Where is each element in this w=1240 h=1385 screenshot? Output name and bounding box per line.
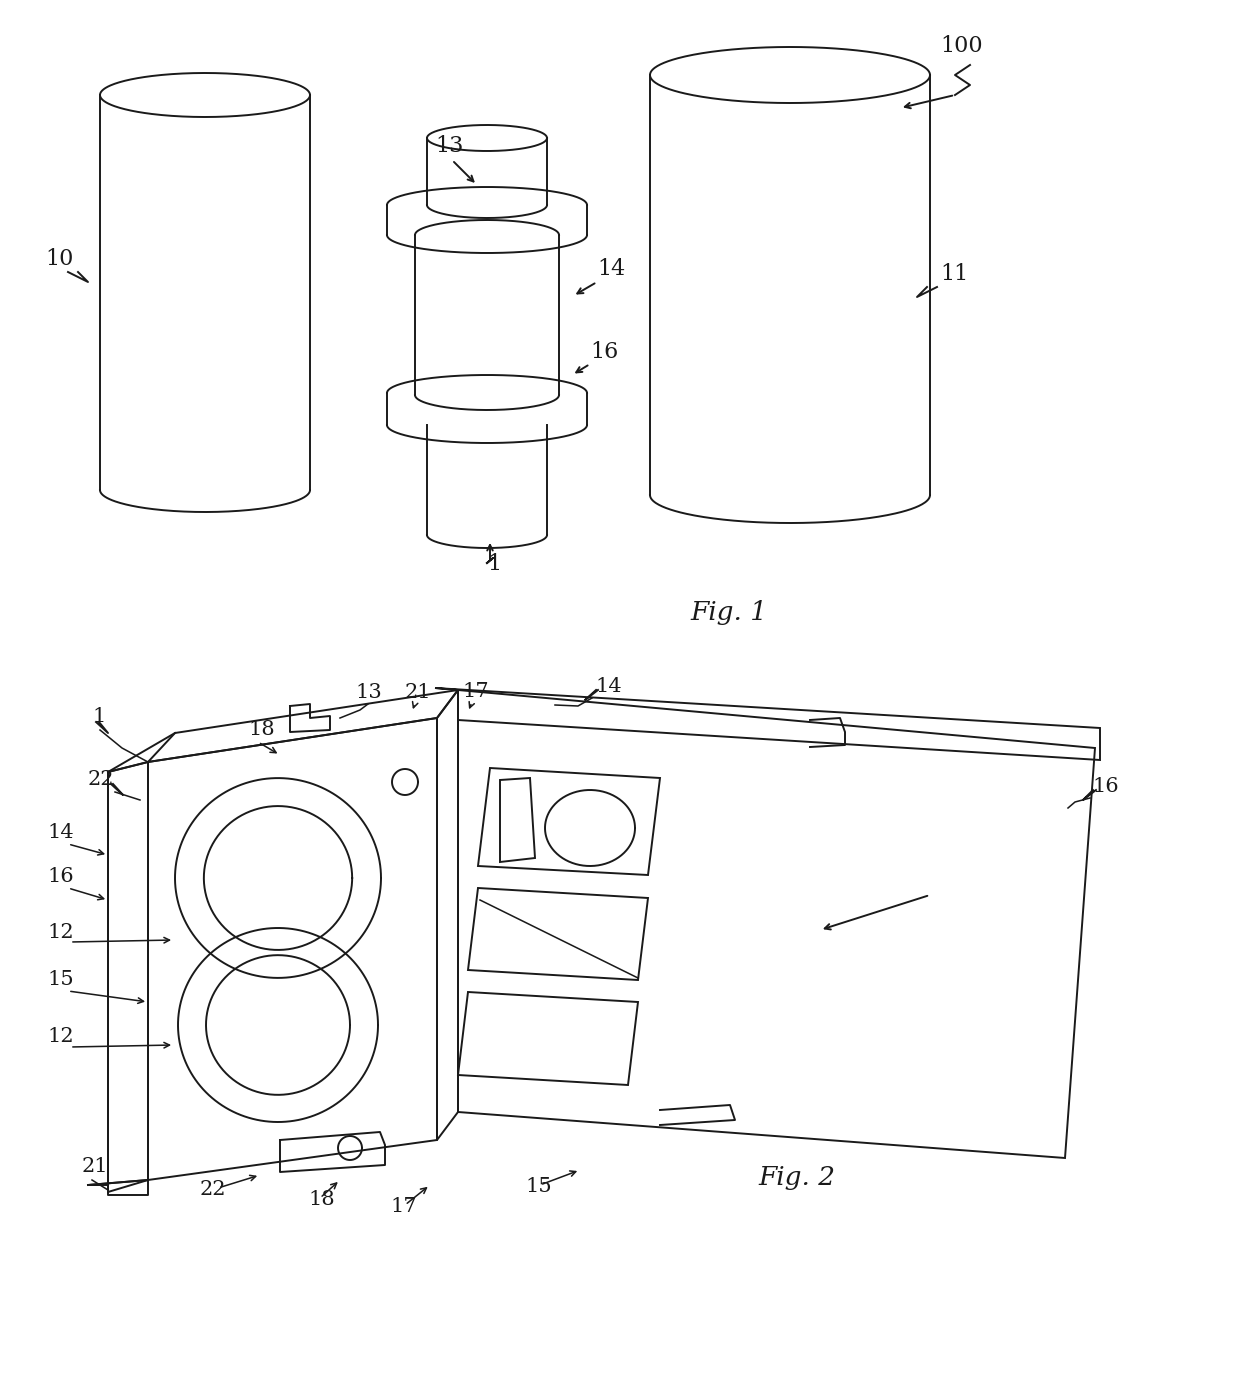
- Text: 22: 22: [200, 1180, 227, 1199]
- Text: 13: 13: [435, 134, 464, 157]
- Text: 14: 14: [596, 258, 625, 280]
- Text: 10: 10: [45, 248, 73, 270]
- Text: 15: 15: [525, 1177, 552, 1197]
- Text: Fig. 2: Fig. 2: [758, 1165, 835, 1190]
- Text: 15: 15: [47, 969, 73, 989]
- Text: 22: 22: [88, 770, 114, 789]
- Text: 18: 18: [308, 1190, 335, 1209]
- Text: 17: 17: [463, 681, 489, 701]
- Text: 16: 16: [1092, 777, 1118, 796]
- Text: 11: 11: [940, 263, 968, 285]
- Text: 16: 16: [47, 867, 73, 886]
- Text: 14: 14: [595, 677, 621, 697]
- Text: 12: 12: [47, 922, 73, 942]
- Text: 12: 12: [47, 1028, 73, 1046]
- Text: 1: 1: [487, 553, 501, 575]
- Text: 18: 18: [248, 720, 274, 740]
- Text: 21: 21: [405, 683, 432, 702]
- Text: 14: 14: [47, 823, 73, 842]
- Text: 100: 100: [940, 35, 982, 57]
- Text: 16: 16: [590, 341, 619, 363]
- Text: 17: 17: [391, 1197, 417, 1216]
- Text: 1: 1: [92, 706, 105, 726]
- Text: 13: 13: [355, 683, 382, 702]
- Text: 21: 21: [82, 1156, 109, 1176]
- Text: Fig. 1: Fig. 1: [689, 600, 768, 625]
